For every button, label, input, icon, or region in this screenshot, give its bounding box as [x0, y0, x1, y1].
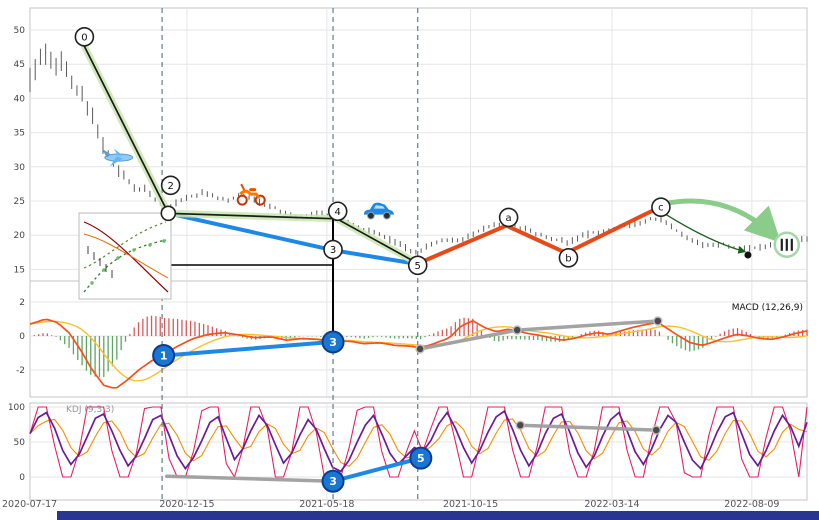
inset-marker	[90, 281, 94, 285]
inset-red-curve	[83, 221, 169, 293]
x-axis-label: 2020-12-15	[159, 499, 214, 510]
gray-dot	[653, 316, 663, 326]
gray-line-kdj-right	[518, 423, 659, 432]
inset-orange-curve	[83, 233, 169, 279]
green-arrow-big	[663, 198, 781, 243]
y-axis-label: 15	[14, 265, 25, 275]
wave-point-label: b	[565, 253, 571, 264]
wave-point-circle-a	[498, 207, 519, 228]
macd-histogram	[33, 315, 808, 378]
plane-wing-top	[113, 148, 123, 156]
indicator-point-circle-3	[321, 330, 345, 354]
x-axis-label: 2021-10-15	[443, 499, 498, 510]
wave-point-label: c	[658, 203, 664, 214]
airplane-icon	[101, 148, 134, 167]
gray-dot	[651, 425, 662, 435]
scooter-icon	[236, 183, 266, 206]
y-axis-label: 20	[14, 231, 26, 241]
wave-point-label: 2	[167, 181, 173, 192]
wheel	[254, 194, 266, 206]
inset-green-curve2	[83, 221, 167, 269]
taskbar-strip	[57, 511, 819, 520]
blue-line-macd	[161, 339, 335, 358]
inset-marker	[116, 256, 120, 260]
y-axis-label: 30	[14, 163, 26, 173]
scooter-body	[239, 189, 261, 200]
x-axis-label: 2022-08-09	[724, 499, 779, 510]
target-dot	[744, 251, 752, 259]
indicator-point-circle-5	[409, 446, 433, 470]
wave-point-label: 3	[330, 245, 336, 256]
wave-point-circle-3	[323, 239, 343, 260]
wave-point-label: 4	[335, 207, 341, 218]
y-axis-label: 40	[14, 94, 26, 104]
x-axis-label: 2020-07-17	[2, 499, 57, 510]
wheel	[382, 211, 391, 220]
seat	[249, 188, 257, 192]
gray-dot	[512, 325, 522, 335]
y-axis-label: 100	[8, 403, 25, 413]
handlebar	[240, 183, 246, 191]
wave-point-circle-b	[558, 247, 579, 268]
inset-marker	[102, 268, 106, 272]
indicator-point-label: 1	[160, 350, 168, 363]
car-icon	[363, 202, 394, 220]
y-axis-label: 35	[14, 129, 25, 139]
macd-panel	[29, 280, 808, 398]
wave-point-circle-4	[327, 201, 348, 222]
plane-wing	[109, 156, 123, 167]
macd-panel-title: MACD (12,26,9)	[731, 303, 803, 313]
wave-line-5-a-b-c	[414, 206, 659, 266]
kdj-j-line	[29, 406, 808, 479]
y-axis-label: -2	[16, 366, 25, 376]
plane-tail	[101, 148, 111, 158]
wave-point-circle	[160, 205, 177, 222]
wheel	[366, 211, 375, 220]
wave-point-label: 5	[415, 261, 421, 272]
wave-point-label: 0	[81, 32, 87, 43]
indicator-point-label: 3	[329, 475, 337, 488]
y-axis-label: 25	[14, 197, 25, 207]
y-axis-label: 45	[14, 60, 25, 70]
y-axis-label: 0	[19, 473, 25, 483]
y-axis-label: 50	[14, 438, 26, 448]
wave-point-circle-0	[74, 27, 95, 47]
gray-dot	[415, 344, 425, 354]
wave-point-circle-5	[407, 255, 428, 276]
green-arrow-small	[663, 212, 747, 254]
indicator-point-circle-3	[321, 469, 345, 493]
wave-line-0-2-4-5	[83, 46, 417, 264]
y-axis-label: 50	[14, 26, 26, 36]
y-axis-label: 2	[19, 298, 25, 308]
y-axis-label: 0	[19, 332, 25, 342]
wave-point-circle-2	[160, 175, 181, 196]
indicator-point-circle-1	[152, 344, 176, 368]
blue-line-kdj	[331, 456, 423, 484]
wheel	[236, 194, 248, 206]
indicator-point-label: 5	[417, 452, 425, 465]
gray-dot	[515, 420, 526, 430]
gray-line-kdj-left	[165, 474, 335, 483]
wave-point-circle-c	[651, 197, 671, 217]
kdj-panel-title: KDJ (9,3,3)	[66, 405, 115, 415]
indicator-point-label: 3	[329, 336, 337, 349]
x-axis-label: 2022-03-14	[584, 499, 639, 510]
x-axis-label: 2021-05-18	[299, 499, 354, 510]
car-window	[373, 205, 385, 209]
inset-marker	[148, 243, 152, 247]
inset-marker	[132, 248, 136, 252]
inset-marker	[162, 239, 166, 243]
wave-point-label: a	[506, 213, 512, 224]
